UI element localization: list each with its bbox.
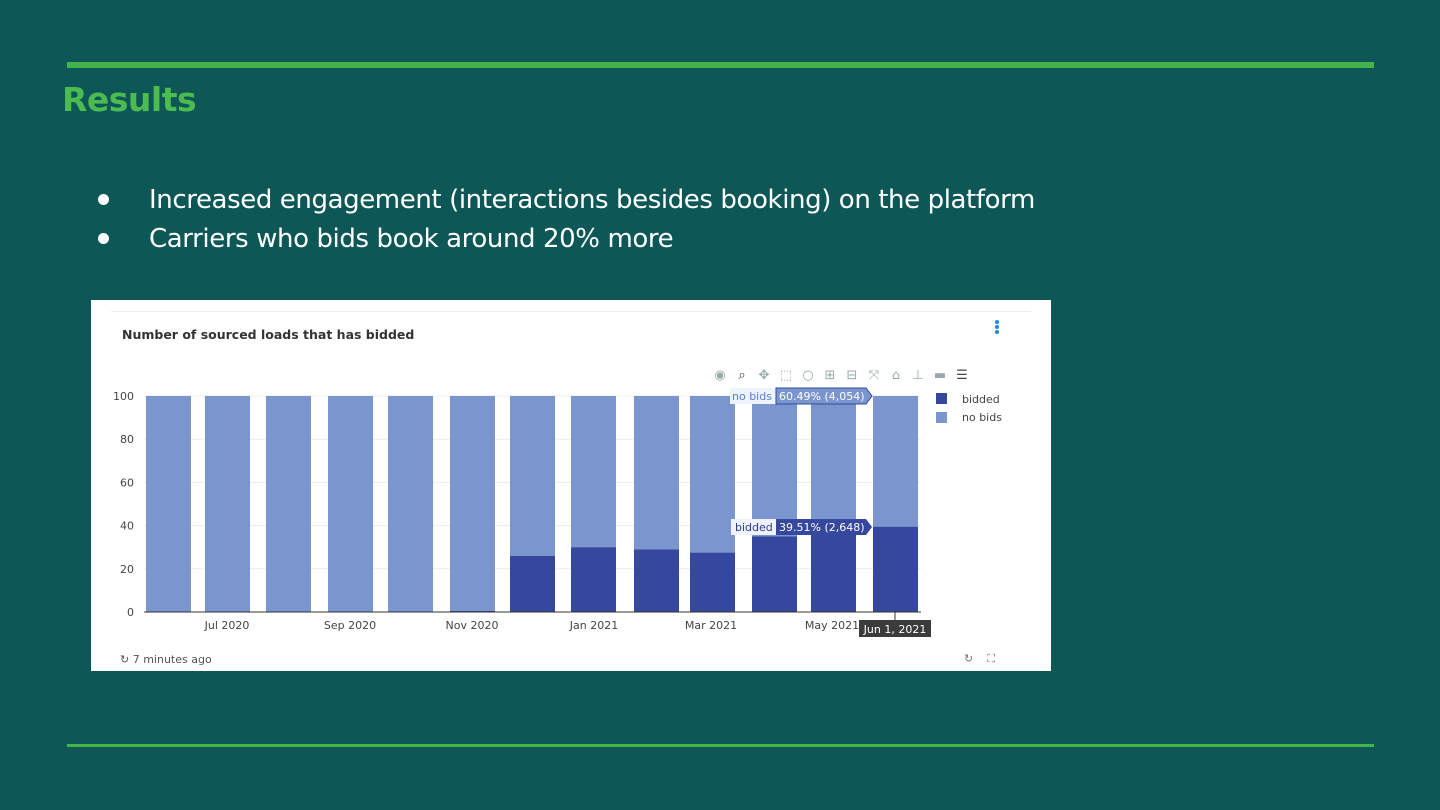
bar-bidded: [571, 547, 616, 612]
legend-label-no-bids: no bids: [962, 411, 1002, 424]
bar-bidded: [634, 549, 679, 612]
bar-no-bids: [146, 396, 191, 612]
hover-closest-icon[interactable]: ▬: [933, 368, 947, 383]
bar-no-bids: [571, 396, 616, 548]
y-tick-label: 80: [120, 433, 134, 446]
bar-bidded: [450, 610, 495, 612]
hover-no-bids-box: [775, 387, 873, 405]
kebab-menu-icon[interactable]: [993, 320, 1001, 338]
camera-icon[interactable]: ◉: [714, 368, 726, 383]
bar-bidded: [690, 552, 735, 612]
plot-modebar: ◉ ⌕ ✥ ⬚ ○ ⊞ ⊟ ⤧ ⌂ ⊥ ▬ ☰: [711, 368, 971, 384]
bar-no-bids: [328, 396, 373, 612]
bar-no-bids: [510, 396, 555, 556]
y-tick-label: 0: [127, 606, 134, 619]
chart-title: Number of sourced loads that has bidded: [122, 327, 415, 342]
pan-icon[interactable]: ✥: [758, 368, 770, 383]
legend-label-bidded: bidded: [962, 393, 1000, 406]
card-footer-actions: ↻ ⛶: [964, 652, 995, 666]
reset-axes-icon[interactable]: ⌂: [891, 368, 901, 383]
bar-no-bids: [450, 396, 495, 611]
y-tick-label: 40: [120, 520, 134, 533]
bar-no-bids: [690, 396, 735, 553]
bar-no-bids: [811, 396, 856, 535]
hover-bidded-value: 39.51% (2,648): [779, 521, 865, 534]
x-tick-label: Nov 2020: [446, 619, 499, 632]
hover-no-bids-name: no bids: [732, 390, 772, 403]
x-tick-label: Sep 2020: [324, 619, 376, 632]
slide-title: Results: [62, 80, 197, 119]
refresh-small-icon: ↻: [120, 653, 130, 666]
bottom-accent-rule: [67, 744, 1374, 747]
x-tick-label: May 2021: [805, 619, 859, 632]
bar-no-bids: [388, 396, 433, 612]
x-tick-label: Jul 2020: [204, 619, 250, 632]
bullet-text: Carriers who bids book around 20% more: [149, 223, 674, 254]
y-tick-label: 20: [120, 563, 134, 576]
top-accent-rule: [67, 62, 1374, 68]
refresh-icon[interactable]: ↻: [964, 652, 974, 665]
zoom-in-icon[interactable]: ⊞: [824, 368, 836, 383]
legend-swatch-bidded: [936, 393, 947, 404]
bar-bidded: [873, 526, 918, 612]
legend-swatch-no-bids: [936, 412, 947, 423]
bar-no-bids: [266, 396, 311, 612]
bar-no-bids: [752, 396, 797, 537]
stacked-bar-chart: 0 20 40 60 80 100 Jul 2020 Sep 2020 Nov 2020 Jan …: [113, 387, 1002, 637]
hover-no-bids-value: 60.49% (4,054): [779, 390, 865, 403]
autoscale-icon[interactable]: ⤧: [868, 368, 880, 383]
bullet-list: Increased engagement (interactions besid…: [96, 180, 1035, 258]
hover-x-label-bg: [859, 620, 931, 637]
bullet-dot-icon: [98, 233, 109, 244]
card-divider: [111, 311, 1031, 312]
lasso-icon[interactable]: ○: [802, 368, 814, 383]
last-updated: ↻ 7 minutes ago: [120, 653, 212, 666]
bullet-item: Increased engagement (interactions besid…: [96, 180, 1035, 219]
chart-card: Number of sourced loads that has bidded …: [91, 300, 1051, 671]
hover-bidded-name: bidded: [735, 521, 773, 534]
hover-bidded-box: [776, 519, 872, 535]
bullet-item: Carriers who bids book around 20% more: [96, 219, 1035, 258]
bar-no-bids: [873, 396, 918, 527]
bar-bidded: [510, 555, 555, 612]
bullet-text: Increased engagement (interactions besid…: [149, 184, 1035, 215]
bar-no-bids: [205, 396, 250, 612]
hover-bidded-name-bg: [731, 519, 776, 535]
expand-icon[interactable]: ⛶: [987, 652, 995, 665]
hover-no-bids-name-bg: [730, 388, 776, 404]
x-tick-label: Jan 2021: [569, 619, 618, 632]
bullet-dot-icon: [98, 194, 109, 205]
y-tick-label: 60: [120, 476, 134, 489]
bar-no-bids: [634, 396, 679, 550]
zoom-out-icon[interactable]: ⊟: [846, 368, 858, 383]
hover-x-label: Jun 1, 2021: [863, 623, 927, 636]
zoom-icon[interactable]: ⌕: [738, 368, 746, 383]
bar-bidded: [752, 536, 797, 612]
y-tick-label: 100: [113, 390, 134, 403]
hover-compare-icon[interactable]: ☰: [956, 368, 968, 383]
x-tick-label: Mar 2021: [685, 619, 737, 632]
box-select-icon[interactable]: ⬚: [779, 368, 793, 383]
spike-lines-icon[interactable]: ⊥: [912, 368, 924, 383]
bar-bidded: [811, 534, 856, 612]
last-updated-text: 7 minutes ago: [132, 653, 212, 666]
